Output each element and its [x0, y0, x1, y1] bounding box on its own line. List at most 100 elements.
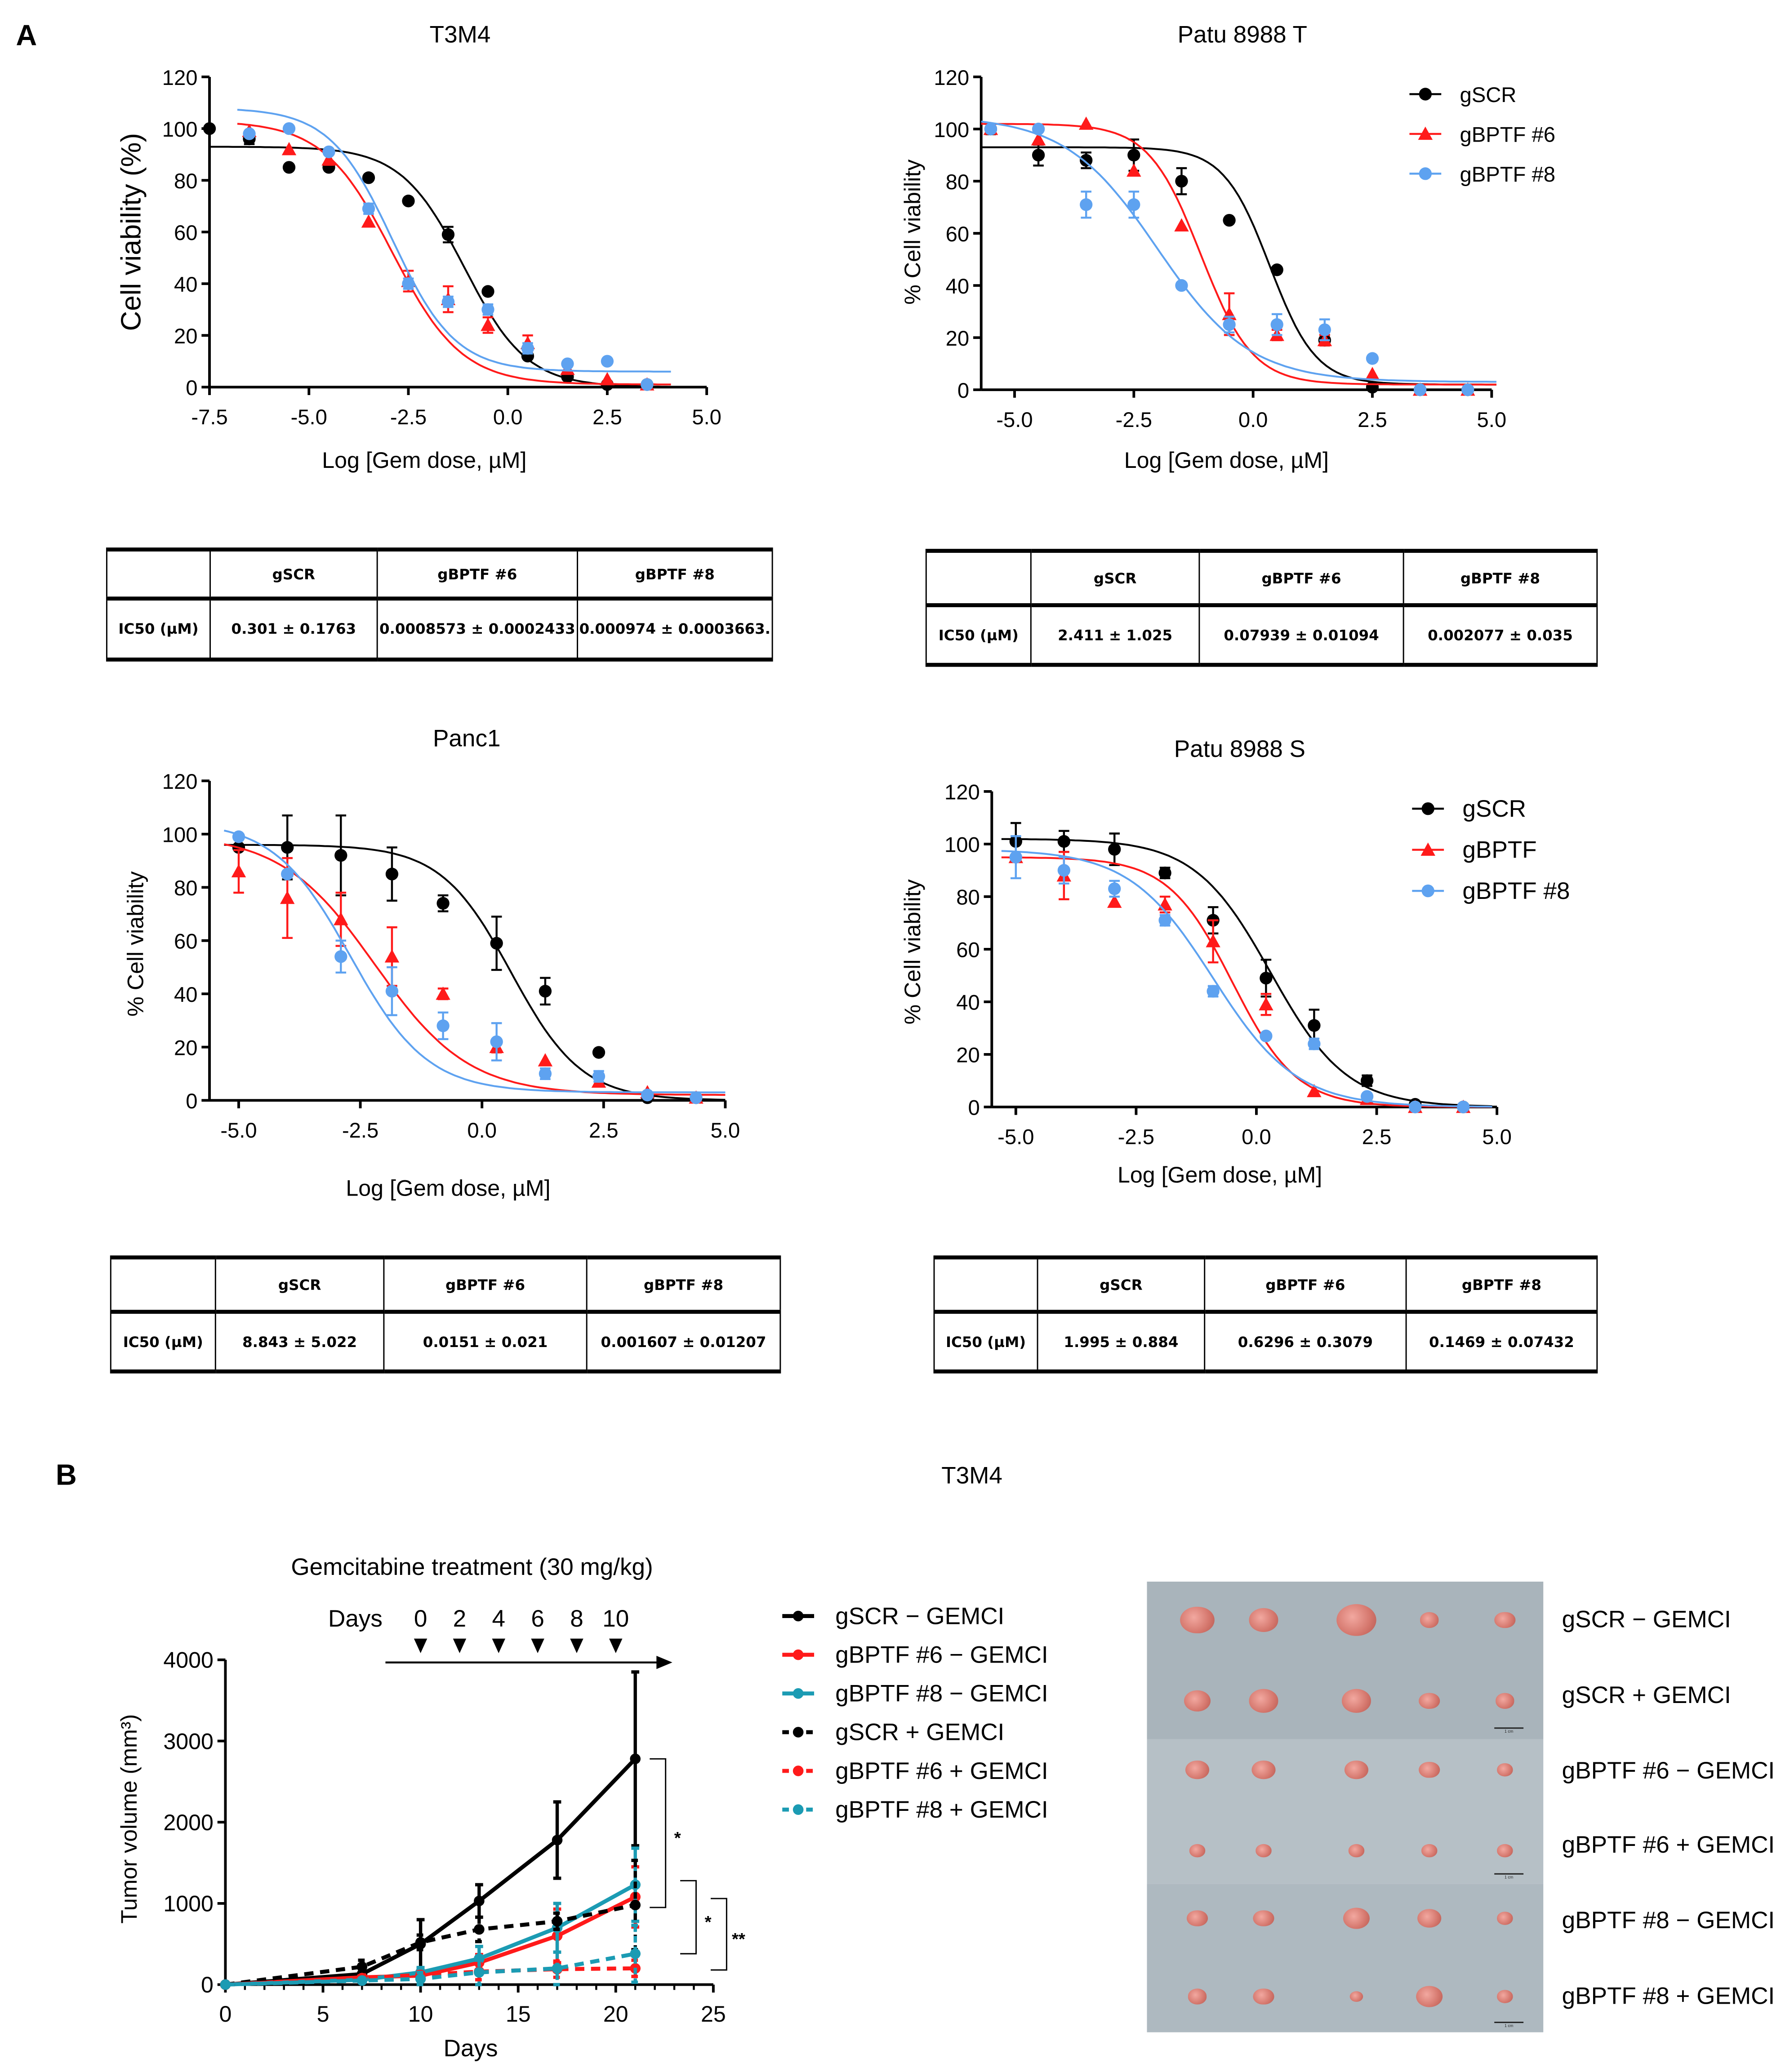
y-tick-label: 0 [186, 1089, 197, 1113]
tumor-sample [1497, 1844, 1513, 1857]
chart-3: Patu 8988 S Log [Gem dose, µM] % Cell viab… [900, 736, 1570, 1187]
chart-title: Patu 8988 T [1178, 21, 1307, 48]
table-header: gBPTF #8 [1403, 549, 1598, 607]
x-tick-label: -2.5 [390, 405, 427, 429]
x-tick-label: -5.0 [220, 1119, 257, 1143]
ic50-value: 0.301 ± 0.1763 [209, 598, 378, 662]
x-axis-label: Days [444, 2035, 498, 2062]
y-tick-label: 20 [174, 1036, 198, 1060]
table-header: gBPTF #8 [577, 547, 773, 601]
tumor-photo: 1 cm 1 cm 1 cm [1147, 1581, 1544, 2032]
table-header [106, 547, 211, 601]
x-tick-label: 2.5 [589, 1119, 619, 1143]
data-point [1223, 318, 1236, 331]
data-point [1408, 1100, 1422, 1114]
ic50-value: 0.001607 ± 0.01207 [586, 1311, 781, 1374]
x-tick-label: 20 [603, 2001, 628, 2027]
tumor-sample [1417, 1908, 1442, 1928]
tumor-sample [1186, 1910, 1208, 1927]
data-point [1031, 132, 1046, 146]
tumor-sample [1251, 1760, 1276, 1779]
ic50-value: 0.0151 ± 0.021 [383, 1311, 588, 1374]
tumor-sample [1185, 1760, 1210, 1779]
data-point [1078, 116, 1094, 130]
x-tick-label: -2.5 [342, 1119, 378, 1143]
y-tick-label: 3000 [163, 1729, 214, 1754]
chart-title: Panc1 [433, 725, 501, 752]
tumor-sample [1188, 1989, 1207, 2004]
legend-label: gSCR + GEMCI [835, 1719, 1004, 1746]
data-point [1127, 163, 1141, 177]
y-tick-label: 100 [934, 118, 969, 142]
scale-bar: 1 cm [1494, 1727, 1524, 1734]
tumor-sample [1256, 1844, 1272, 1857]
series-line [225, 1952, 636, 1987]
data-point [1032, 122, 1045, 136]
x-tick-label: -7.5 [191, 405, 227, 429]
ic50-value: 1.995 ± 0.884 [1037, 1311, 1206, 1374]
data-point [436, 1019, 450, 1032]
data-point [402, 195, 415, 208]
tumor-sample [1184, 1690, 1211, 1712]
x-tick-label: -2.5 [1118, 1125, 1154, 1149]
data-point [281, 142, 297, 156]
treatment-day: 4 [492, 1605, 506, 1632]
table-row: IC50 (µM) 8.843 ± 5.022 0.0151 ± 0.021 0.00… [110, 1311, 781, 1374]
data-point [481, 318, 495, 331]
photo-label: gBPTF #8 − GEMCI [1562, 1907, 1775, 1934]
data-point [1108, 882, 1121, 895]
tumor-sample [1349, 1991, 1363, 2002]
x-tick-label: 2.5 [1362, 1125, 1392, 1149]
legend-marker [793, 1765, 804, 1776]
data-point [361, 214, 376, 228]
data-point [436, 897, 450, 910]
table-header: gSCR [214, 1255, 385, 1314]
tumor-sample [1249, 1689, 1278, 1713]
legend-label: gBPTF #6 − GEMCI [835, 1641, 1048, 1668]
x-tick-label: 10 [408, 2001, 433, 2027]
data-point [1270, 263, 1283, 276]
data-point [1080, 198, 1093, 211]
data-point [1360, 1074, 1374, 1087]
fit-curve [1001, 856, 1492, 1108]
data-point [220, 1979, 231, 1990]
data-point [243, 127, 256, 140]
chart-4: Gemcitabine treatment (30 mg/kg) Days Tumo… [116, 1554, 1048, 2062]
tumor-sample [1343, 1907, 1370, 1929]
table-header: gBPTF #6 [1198, 549, 1404, 607]
data-point [231, 864, 246, 877]
data-point [1057, 864, 1071, 877]
section-b-title: T3M4 [941, 1462, 1002, 1489]
tumor-sample [1336, 1604, 1376, 1636]
data-point [321, 152, 336, 166]
data-point [1206, 934, 1220, 947]
data-point [1158, 897, 1172, 911]
data-point [1175, 174, 1188, 188]
y-tick-label: 0 [201, 1972, 214, 1997]
data-point [690, 1091, 703, 1104]
x-tick-label: 0.0 [493, 405, 523, 429]
y-tick-label: 80 [946, 170, 970, 194]
y-axis-label: % Cell viability [900, 879, 925, 1024]
significance-label: ** [732, 1930, 745, 1949]
data-point [356, 1975, 368, 1986]
y-tick-label: 0 [957, 379, 969, 403]
fit-curve [237, 123, 671, 386]
legend-marker [1419, 88, 1432, 101]
legend-label: gBPTF #6 + GEMCI [835, 1758, 1048, 1784]
table-row: IC50 (µM) 0.301 ± 0.1763 0.0008573 ± 0.000… [106, 598, 773, 662]
x-tick-label: 5.0 [1482, 1125, 1512, 1149]
table-header: gSCR [209, 547, 378, 601]
x-axis-label: Log [Gem dose, µM] [1124, 448, 1329, 473]
x-axis-label: Log [Gem dose, µM] [322, 448, 526, 473]
fit-curve [1001, 850, 1492, 1108]
table-header: gBPTF #8 [586, 1255, 781, 1314]
legend-label: gBPTF #8 + GEMCI [835, 1796, 1048, 1823]
data-point [630, 1948, 641, 1959]
legend-marker [793, 1610, 804, 1622]
data-point [281, 867, 294, 880]
table-header-row: gSCR gBPTF #6 gBPTF #8 [110, 1255, 781, 1314]
row-label: IC50 (µM) [106, 598, 211, 662]
y-tick-label: 120 [162, 770, 198, 794]
data-point [552, 1916, 563, 1927]
